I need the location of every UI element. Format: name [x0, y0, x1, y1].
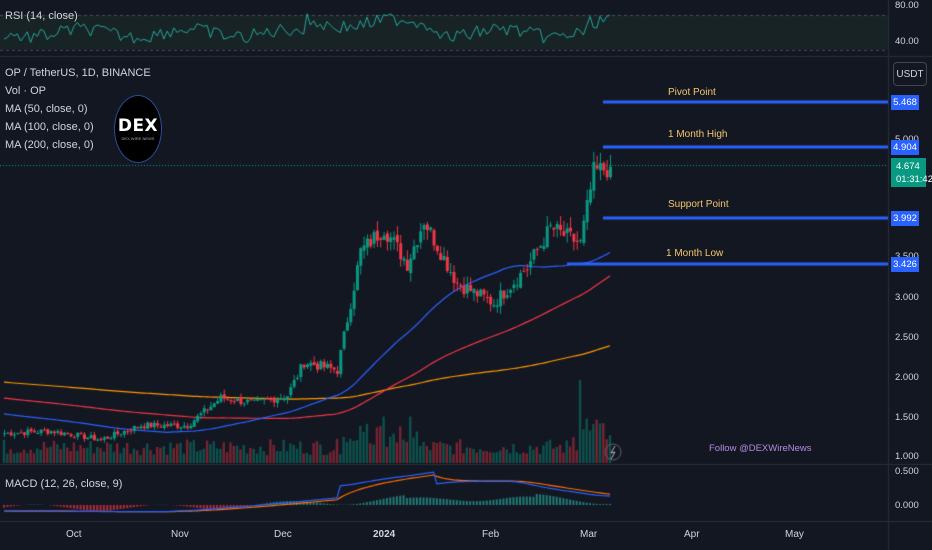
logo-text: DEX — [117, 116, 159, 136]
price-axis-2000: 2.000 — [895, 372, 919, 383]
month-low-price-tag: 3.426 — [891, 257, 919, 272]
watermark-text: Follow @DEXWireNews — [709, 443, 812, 454]
month-high-price-tag: 4.904 — [891, 140, 919, 155]
bar-countdown: 01:31:42 — [896, 174, 932, 185]
pivot-point-price-tag: 5.468 — [891, 95, 919, 110]
time-axis-nov: Nov — [171, 529, 189, 540]
macd-axis-0000: 0.000 — [895, 500, 919, 511]
time-axis-dec: Dec — [274, 529, 292, 540]
price-axis-1000: 1.000 — [895, 451, 919, 462]
rsi-axis-80: 80.00 — [895, 0, 919, 11]
time-axis-may: May — [785, 529, 804, 540]
current-price-value: 4.674 — [896, 161, 920, 172]
time-axis-2024: 2024 — [373, 529, 396, 540]
volume-legend[interactable]: Vol · OP — [5, 85, 46, 97]
current-price-box: 4.674 01:31:42 — [891, 158, 932, 187]
dex-logo: DEX DEX WIRE NEWS — [114, 95, 162, 163]
time-axis-mar: Mar — [580, 529, 598, 540]
ma200-legend[interactable]: MA (200, close, 0) — [5, 139, 94, 151]
rsi-axis-40: 40.00 — [895, 36, 919, 47]
price-axis-5000: 5.000 — [895, 134, 919, 145]
support-point-label: Support Point — [668, 199, 729, 210]
support-point-price-tag: 3.992 — [891, 211, 919, 226]
month-low-label: 1 Month Low — [666, 248, 724, 259]
price-axis-3500: 3.500 — [895, 251, 919, 262]
time-axis-apr: Apr — [684, 529, 700, 540]
ma100-legend[interactable]: MA (100, close, 0) — [5, 121, 94, 133]
price-axis-2500: 2.500 — [895, 332, 919, 343]
ma50-legend[interactable]: MA (50, close, 0) — [5, 103, 88, 115]
pivot-point-label: Pivot Point — [668, 87, 716, 98]
time-axis-oct: Oct — [66, 529, 82, 540]
rsi-title: RSI (14, close) — [5, 10, 78, 22]
time-axis-feb: Feb — [482, 529, 500, 540]
currency-button[interactable]: USDT — [893, 62, 927, 86]
price-axis-1500: 1.500 — [895, 412, 919, 423]
macd-axis-0500: 0.500 — [895, 466, 919, 477]
price-axis-3000: 3.000 — [895, 292, 919, 303]
logo-subtext: DEX WIRE NEWS — [121, 136, 155, 141]
month-high-label: 1 Month High — [668, 129, 728, 140]
macd-title[interactable]: MACD (12, 26, close, 9) — [5, 478, 123, 490]
symbol-title[interactable]: OP / TetherUS, 1D, BINANCE — [5, 67, 151, 79]
